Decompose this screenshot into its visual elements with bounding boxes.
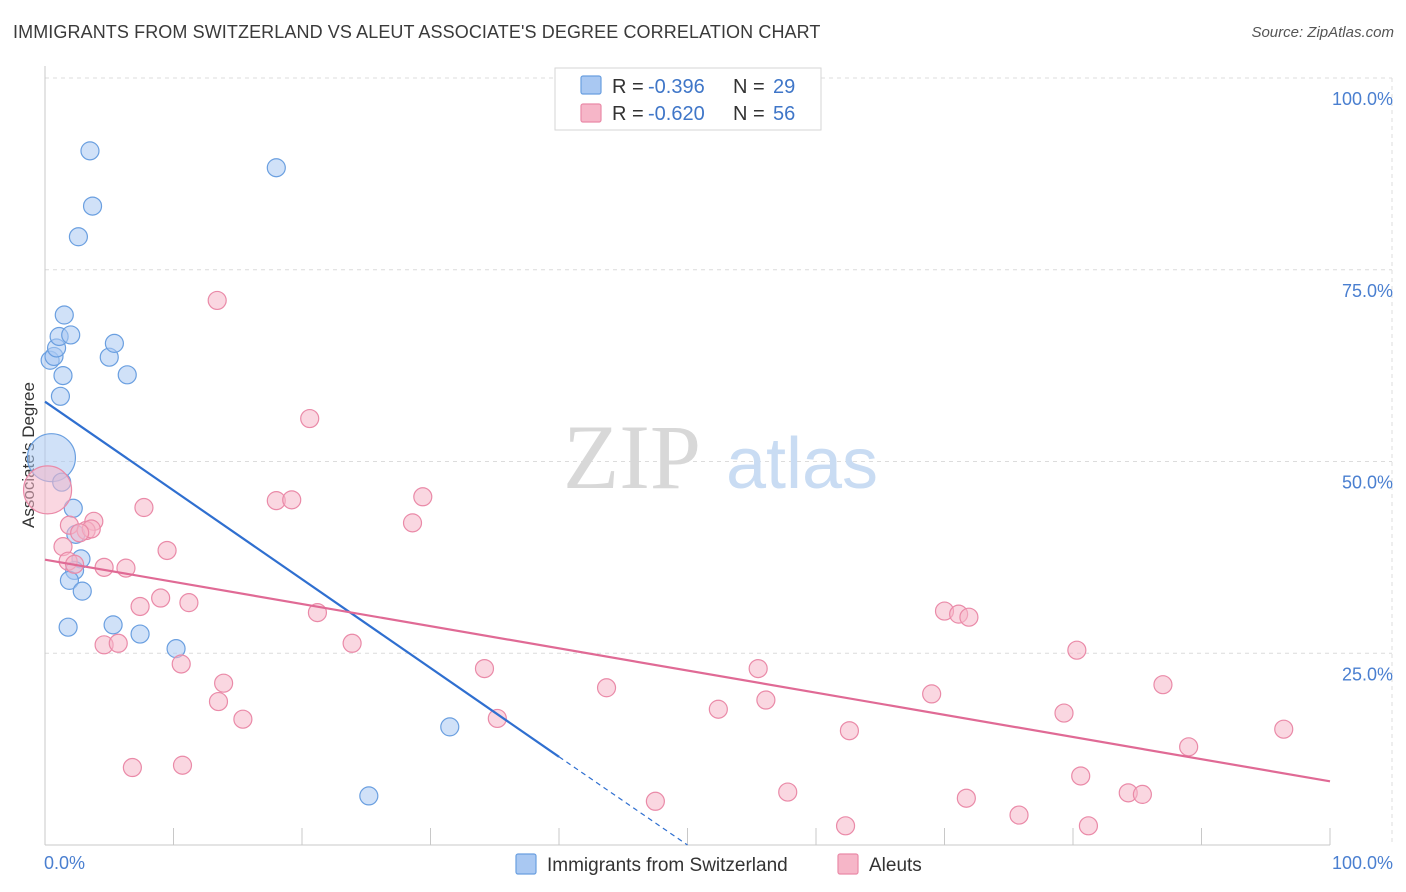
point-aleuts-42 bbox=[1054, 703, 1074, 723]
y-tick-label-25: 25.0% bbox=[1342, 664, 1393, 684]
bottom-legend: Immigrants from Switzerland Aleuts bbox=[515, 853, 922, 876]
point-aleuts-44 bbox=[1179, 737, 1199, 757]
y-tick-label-75: 75.0% bbox=[1342, 281, 1393, 301]
point-aleuts-55 bbox=[1132, 784, 1152, 804]
trend-lines bbox=[44, 400, 1331, 846]
point-aleuts-14 bbox=[157, 540, 177, 561]
point-aleuts-28 bbox=[214, 673, 234, 693]
point-aleuts-43 bbox=[1153, 675, 1173, 695]
point-aleuts-12 bbox=[70, 523, 90, 543]
source-label: Source: ZipAtlas.com bbox=[1251, 24, 1394, 41]
legend-r-value-2: -0.620 bbox=[648, 103, 705, 125]
point-aleuts-45 bbox=[1274, 719, 1294, 739]
trend-line-dashed-switzerland bbox=[558, 756, 688, 846]
point-switzerland-23 bbox=[58, 617, 78, 637]
legend-n-value-1: 29 bbox=[773, 76, 795, 98]
y-tick-labels: 100.0% 75.0% 50.0% 25.0% bbox=[1332, 89, 1393, 684]
bottom-legend-swatch-switzerland bbox=[515, 853, 537, 875]
point-aleuts-24 bbox=[108, 633, 128, 653]
point-aleuts-47 bbox=[172, 755, 193, 775]
y-tick-label-50: 50.0% bbox=[1342, 473, 1393, 493]
point-switzerland-10 bbox=[82, 196, 103, 216]
scatter-points bbox=[22, 141, 1294, 836]
point-aleuts-51 bbox=[956, 788, 976, 808]
point-aleuts-46 bbox=[122, 757, 142, 778]
point-aleuts-56 bbox=[1078, 816, 1099, 836]
point-switzerland-22 bbox=[72, 581, 92, 601]
point-switzerland-27 bbox=[440, 717, 460, 737]
point-switzerland-8 bbox=[54, 305, 74, 325]
point-switzerland-6 bbox=[61, 325, 81, 345]
legend-box: R = -0.396 N = 29 R = -0.620 N = 56 bbox=[554, 67, 822, 131]
point-aleuts-37 bbox=[922, 684, 942, 704]
point-aleuts-25 bbox=[342, 633, 362, 653]
point-switzerland-15 bbox=[117, 365, 137, 385]
point-aleuts-21 bbox=[130, 596, 150, 617]
point-aleuts-32 bbox=[596, 678, 617, 698]
point-aleuts-50 bbox=[835, 816, 856, 836]
point-aleuts-5 bbox=[413, 487, 433, 507]
bottom-legend-swatch-aleuts bbox=[837, 853, 859, 875]
legend-swatch-aleuts bbox=[580, 103, 602, 123]
point-aleuts-52 bbox=[1009, 805, 1029, 825]
point-aleuts-41 bbox=[1067, 640, 1087, 660]
y-tick-label-100: 100.0% bbox=[1332, 89, 1393, 109]
legend-r-label-2: R = bbox=[612, 103, 644, 125]
point-aleuts-30 bbox=[233, 709, 253, 729]
chart-title: IMMIGRANTS FROM SWITZERLAND VS ALEUT ASS… bbox=[13, 22, 821, 42]
grid-lines bbox=[45, 77, 1393, 845]
point-switzerland-25 bbox=[130, 624, 150, 644]
trend-line-aleuts bbox=[44, 558, 1331, 783]
point-aleuts-1 bbox=[207, 290, 227, 311]
point-switzerland-1 bbox=[50, 386, 71, 406]
x-tick-labels: 0.0% 100.0% bbox=[44, 853, 1393, 873]
point-aleuts-17 bbox=[94, 557, 114, 577]
bottom-legend-label-switzerland: Immigrants from Switzerland bbox=[547, 855, 788, 876]
bottom-legend-label-aleuts: Aleuts bbox=[869, 855, 922, 876]
point-aleuts-49 bbox=[778, 782, 798, 802]
point-aleuts-0 bbox=[22, 465, 73, 515]
point-aleuts-7 bbox=[134, 497, 154, 518]
point-aleuts-34 bbox=[756, 690, 776, 710]
trend-line-switzerland bbox=[44, 400, 560, 758]
point-aleuts-36 bbox=[839, 721, 860, 741]
point-aleuts-26 bbox=[171, 654, 191, 674]
watermark-zip: ZIP bbox=[563, 406, 701, 508]
legend-r-value-1: -0.396 bbox=[648, 76, 705, 98]
point-aleuts-29 bbox=[208, 691, 229, 712]
point-switzerland-7 bbox=[53, 365, 73, 386]
point-switzerland-9 bbox=[80, 141, 100, 161]
x-tick-label-max: 100.0% bbox=[1332, 853, 1393, 873]
point-aleuts-33 bbox=[748, 658, 768, 679]
legend-n-label-2: N = bbox=[733, 103, 765, 125]
point-aleuts-20 bbox=[179, 593, 199, 613]
point-aleuts-31 bbox=[487, 708, 507, 729]
point-aleuts-53 bbox=[1071, 766, 1091, 786]
point-aleuts-48 bbox=[645, 791, 665, 811]
point-switzerland-11 bbox=[68, 227, 89, 247]
point-switzerland-12 bbox=[266, 158, 286, 178]
watermark-atlas: atlas bbox=[726, 424, 878, 504]
point-aleuts-27 bbox=[474, 658, 495, 679]
legend-n-value-2: 56 bbox=[773, 103, 795, 125]
point-aleuts-6 bbox=[402, 513, 423, 533]
legend-swatch-switzerland bbox=[580, 75, 602, 95]
point-aleuts-19 bbox=[151, 588, 171, 608]
point-switzerland-28 bbox=[359, 786, 379, 806]
legend-n-label-1: N = bbox=[733, 76, 765, 98]
legend-r-label-1: R = bbox=[612, 76, 644, 98]
point-aleuts-40 bbox=[959, 607, 979, 627]
x-tick-label-min: 0.0% bbox=[44, 853, 85, 873]
watermark: ZIP atlas bbox=[563, 406, 878, 508]
point-switzerland-24 bbox=[103, 615, 123, 635]
point-aleuts-35 bbox=[708, 699, 728, 719]
point-aleuts-2 bbox=[300, 408, 320, 429]
point-switzerland-14 bbox=[104, 333, 124, 353]
point-aleuts-4 bbox=[282, 490, 302, 510]
